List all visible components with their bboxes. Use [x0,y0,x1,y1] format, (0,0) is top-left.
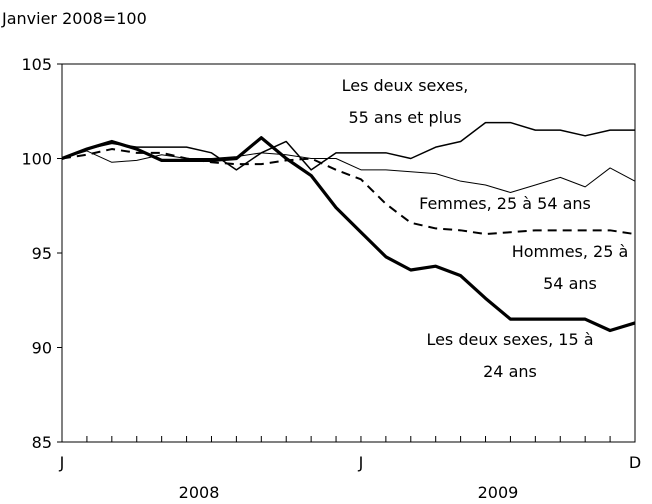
series-line [61,136,636,333]
series-line [61,150,636,194]
series-line [61,148,636,236]
y-axis-label: Janvier 2008=100 [1,9,147,28]
y-tick-label: 105 [21,55,52,74]
y-tick-label: 100 [21,150,52,169]
year-label: 2008 [179,483,220,502]
y-tick-label: 90 [32,339,52,358]
x-tick-label: J [59,453,65,472]
x-tick-label: J [358,453,364,472]
x-tick-label: D [629,453,641,472]
y-tick-label: 85 [32,433,52,452]
y-tick-label: 95 [32,244,52,263]
series-label: Hommes, 25 à 54 ans [511,242,629,293]
series-label: Les deux sexes, 15 à 24 ans [426,330,594,381]
series-label: Les deux sexes, 55 ans et plus [341,76,469,127]
year-label: 2009 [478,483,519,502]
series-label: Femmes, 25 à 54 ans [419,194,591,213]
series-line [61,121,635,171]
